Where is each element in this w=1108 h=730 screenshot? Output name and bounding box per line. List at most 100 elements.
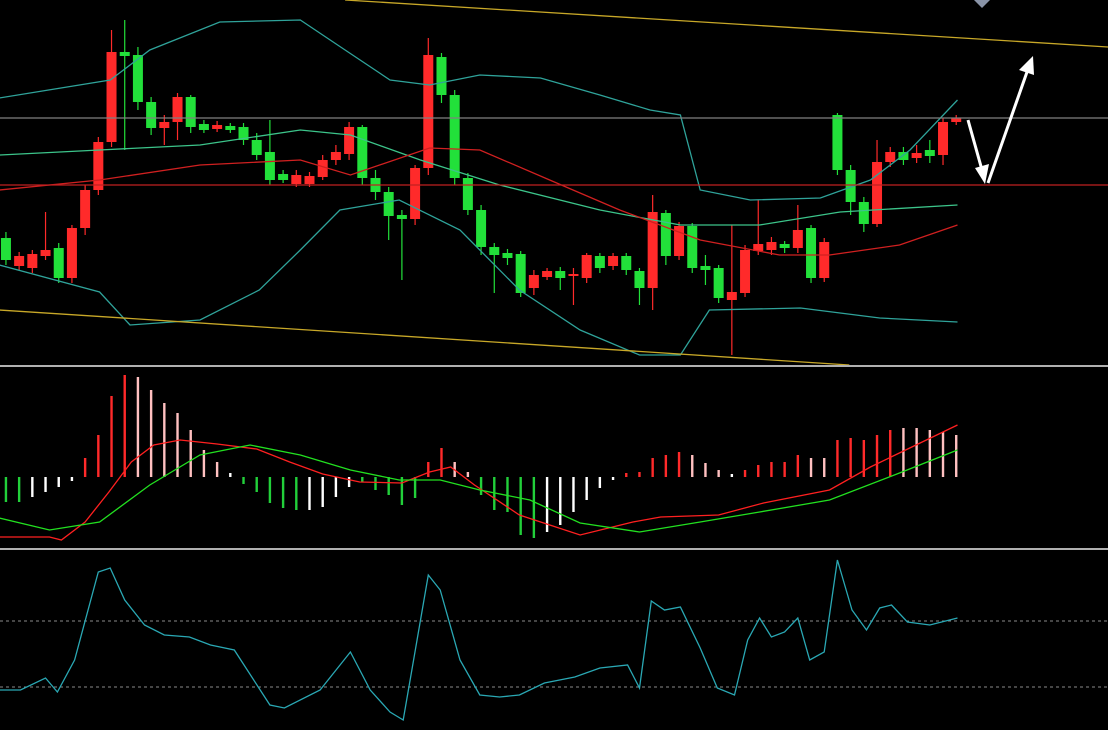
candle-body [845, 170, 856, 202]
macd-bar [796, 455, 800, 477]
macd-bar [215, 462, 219, 477]
macd-bar [585, 477, 588, 500]
candle-body [357, 127, 368, 178]
macd-bar [664, 455, 668, 477]
candle-body [608, 256, 619, 266]
macd-bar [677, 452, 681, 477]
candle-body [40, 250, 51, 256]
candle-body [330, 152, 341, 160]
candle-body [700, 266, 711, 270]
macd-bar [413, 477, 417, 498]
candle-body [396, 215, 407, 219]
macd-bar [545, 477, 549, 532]
macd-bar [440, 448, 443, 477]
macd-bar [295, 477, 298, 510]
candle-body [53, 248, 64, 278]
candle-body [278, 174, 289, 180]
macd-bar [83, 458, 87, 477]
macd-bar [202, 450, 206, 477]
macd-bar [638, 472, 641, 477]
candle-body [80, 190, 91, 228]
macd-bar [836, 440, 839, 477]
candle-body [291, 175, 302, 184]
macd-bar [902, 428, 905, 477]
macd-bar [598, 477, 602, 488]
indicator-line [0, 147, 958, 256]
candle-body [528, 275, 539, 288]
indicator-line [0, 309, 850, 366]
candle-body [938, 122, 949, 155]
candle-body [14, 256, 25, 266]
candle-body [819, 242, 830, 278]
candle-body [146, 102, 157, 128]
macd-bar [229, 473, 232, 477]
macd-bar [387, 477, 390, 495]
candle-body [449, 95, 460, 178]
macd-bar [717, 470, 720, 477]
macd-bar [176, 413, 179, 477]
macd-bar [479, 477, 483, 495]
candle-body [687, 226, 698, 268]
macd-bar [308, 477, 311, 510]
macd-bar [519, 477, 522, 535]
candle-body [832, 115, 843, 170]
candle-body [225, 126, 236, 130]
candle-body [304, 176, 315, 184]
macd-bar [31, 477, 34, 497]
candle-body [621, 256, 632, 270]
candle-body [159, 122, 170, 128]
macd-bar [97, 435, 100, 477]
macd-bar [4, 477, 8, 502]
macd-bar [268, 477, 272, 503]
macd-bar [374, 477, 377, 490]
macd-bar [123, 375, 126, 477]
candle-body [594, 256, 605, 268]
down-arrow [966, 119, 989, 184]
candle-body [66, 228, 77, 278]
candle-body [568, 274, 579, 276]
candle-body [885, 152, 896, 162]
macd-bar [915, 428, 918, 477]
macd-bar [281, 477, 285, 508]
candle-body [634, 271, 645, 288]
macd-bar [163, 403, 166, 477]
macd-bar [625, 473, 628, 477]
macd-bar [691, 455, 694, 477]
candle-body [172, 97, 183, 122]
candle-body [806, 228, 817, 278]
up-arrow [986, 56, 1034, 184]
macd-bar [849, 438, 852, 477]
candle-body [674, 226, 685, 256]
candle-body [660, 213, 671, 256]
macd-bar [136, 377, 140, 477]
macd-bar [783, 462, 786, 477]
candle-body [410, 168, 421, 219]
macd-bar [242, 477, 245, 484]
candle-body [542, 271, 553, 277]
candle-body [647, 212, 658, 288]
marker-triangle [974, 0, 990, 8]
candle-body [383, 192, 394, 216]
macd-bar [862, 440, 866, 477]
candle-body [238, 127, 249, 140]
candle-body [555, 271, 566, 278]
macd-bar [809, 458, 813, 477]
macd-bar [611, 477, 615, 480]
candle-body [779, 244, 790, 248]
macd-bar [57, 477, 60, 487]
macd-bar [757, 465, 760, 477]
macd-bar [466, 472, 470, 477]
indicator-line [0, 424, 958, 541]
candle-body [462, 178, 473, 210]
candle-body [766, 242, 777, 250]
macd-bar [704, 463, 707, 477]
candle-body [924, 150, 935, 156]
indicator-line [0, 129, 958, 226]
candle-body [344, 127, 355, 154]
macd-bar [110, 396, 113, 477]
candle-body [251, 140, 262, 155]
candle-body [106, 52, 117, 142]
macd-bar [572, 477, 575, 512]
candle-body [476, 210, 487, 247]
